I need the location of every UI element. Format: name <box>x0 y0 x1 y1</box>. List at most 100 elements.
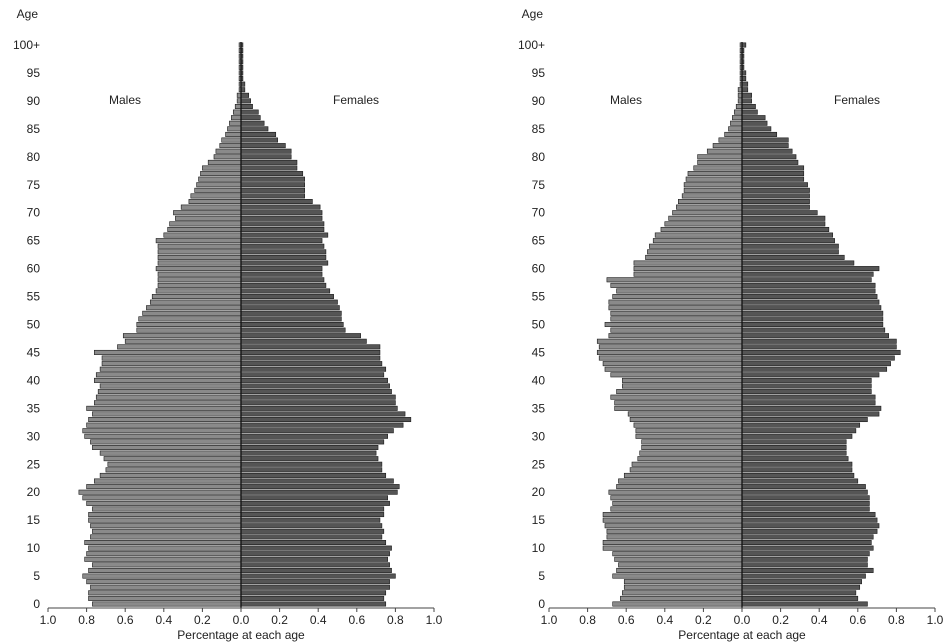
bar-male-age-15 <box>88 517 242 523</box>
bar-male-age-23 <box>623 472 743 478</box>
bar-male-age-86 <box>730 120 743 126</box>
bar-male-age-21 <box>616 484 743 490</box>
bar-female-age-60 <box>240 266 323 272</box>
bar-male-age-70 <box>672 210 743 216</box>
bar-female-age-77 <box>240 171 304 177</box>
bar-female-age-62 <box>741 254 845 260</box>
bar-female-age-70 <box>240 210 323 216</box>
bar-female-age-54 <box>240 299 338 305</box>
y-tick-label: 100+ <box>13 38 40 52</box>
bar-male-age-8 <box>84 556 242 562</box>
bar-female-age-29 <box>741 439 847 445</box>
bar-male-age-6 <box>616 567 743 573</box>
bar-male-age-7 <box>618 562 743 568</box>
bar-female-age-22 <box>741 478 859 484</box>
bar-female-age-18 <box>741 500 870 506</box>
bar-female-age-27 <box>741 450 847 456</box>
y-tick-label: 0 <box>538 597 545 611</box>
bar-female-age-6 <box>240 567 392 573</box>
bar-female-age-66 <box>741 232 834 238</box>
bar-male-age-34 <box>92 411 242 417</box>
bar-male-age-37 <box>610 394 743 400</box>
y-tick-label: 100+ <box>518 38 545 52</box>
bar-female-age-34 <box>741 411 880 417</box>
bar-male-age-77 <box>687 171 743 177</box>
bar-female-age-55 <box>741 294 878 300</box>
bar-female-age-23 <box>741 472 855 478</box>
y-tick-label: 60 <box>532 262 546 276</box>
bar-male-age-17 <box>92 506 242 512</box>
bar-female-age-71 <box>240 204 321 210</box>
bar-male-age-38 <box>616 389 743 395</box>
bar-female-age-46 <box>240 344 381 350</box>
bar-female-age-89 <box>741 103 756 109</box>
y-tick-label: 85 <box>532 122 546 136</box>
bar-female-age-25 <box>741 461 853 467</box>
bar-male-age-27 <box>639 450 743 456</box>
bar-female-age-8 <box>741 556 868 562</box>
y-tick-label: 15 <box>27 513 41 527</box>
bar-male-age-87 <box>231 115 242 121</box>
bar-female-age-54 <box>741 299 880 305</box>
x-tick-label: 1.0 <box>426 613 443 627</box>
bar-female-age-57 <box>240 282 327 288</box>
bar-male-age-7 <box>92 562 242 568</box>
bar-male-age-37 <box>95 394 242 400</box>
bar-female-age-14 <box>741 523 880 529</box>
y-tick-label: 75 <box>27 178 41 192</box>
bar-female-age-9 <box>741 551 870 557</box>
bar-male-age-64 <box>649 243 743 249</box>
bar-male-age-16 <box>88 512 242 518</box>
bar-male-age-8 <box>614 556 743 562</box>
bar-male-age-87 <box>732 115 743 121</box>
bar-male-age-60 <box>155 266 242 272</box>
x-tick-label: 0.6 <box>348 613 365 627</box>
bar-male-age-89 <box>735 103 743 109</box>
bar-male-age-65 <box>652 238 743 244</box>
bar-female-age-72 <box>741 199 810 205</box>
bar-male-age-9 <box>612 551 743 557</box>
x-tick-label: 0.6 <box>849 613 866 627</box>
bar-female-age-17 <box>741 506 870 512</box>
bar-female-age-73 <box>741 193 810 199</box>
bar-male-age-57 <box>157 282 242 288</box>
bar-female-age-84 <box>240 131 277 137</box>
bar-male-age-62 <box>157 254 242 260</box>
y-tick-label: 95 <box>532 66 546 80</box>
bar-female-age-13 <box>741 528 878 534</box>
bar-male-age-29 <box>90 439 242 445</box>
bar-male-age-71 <box>676 204 743 210</box>
bar-female-age-56 <box>240 288 331 294</box>
bar-male-age-36 <box>94 400 242 406</box>
bar-male-age-47 <box>596 338 743 344</box>
bar-male-age-32 <box>86 422 242 428</box>
bar-female-age-47 <box>741 338 897 344</box>
y-tick-label: 40 <box>27 373 41 387</box>
bar-female-age-7 <box>741 562 868 568</box>
bar-male-age-28 <box>92 444 242 450</box>
bar-female-age-69 <box>741 215 826 221</box>
bar-male-age-50 <box>136 322 242 327</box>
bar-male-age-66 <box>163 232 242 238</box>
bar-female-age-2 <box>240 590 387 596</box>
bar-female-age-34 <box>240 411 406 417</box>
bar-male-age-39 <box>99 383 242 389</box>
bar-male-age-31 <box>635 428 743 434</box>
bar-male-age-30 <box>635 433 743 439</box>
bar-female-age-56 <box>741 288 876 294</box>
x-tick-label: 1.0 <box>927 613 944 627</box>
bar-female-age-74 <box>240 187 305 193</box>
bar-female-age-65 <box>741 238 835 244</box>
bar-male-age-47 <box>124 338 242 344</box>
bar-male-age-19 <box>82 495 242 501</box>
bar-male-age-32 <box>633 422 743 428</box>
bar-male-age-76 <box>198 176 242 182</box>
bar-male-age-24 <box>629 467 743 473</box>
bar-female-age-36 <box>240 400 396 406</box>
bar-male-age-82 <box>712 143 743 149</box>
bar-male-age-67 <box>167 226 242 232</box>
bar-female-age-41 <box>741 372 880 378</box>
bar-female-age-35 <box>741 405 882 411</box>
bar-female-age-18 <box>240 500 390 506</box>
x-tick-label: 1.0 <box>40 613 57 627</box>
